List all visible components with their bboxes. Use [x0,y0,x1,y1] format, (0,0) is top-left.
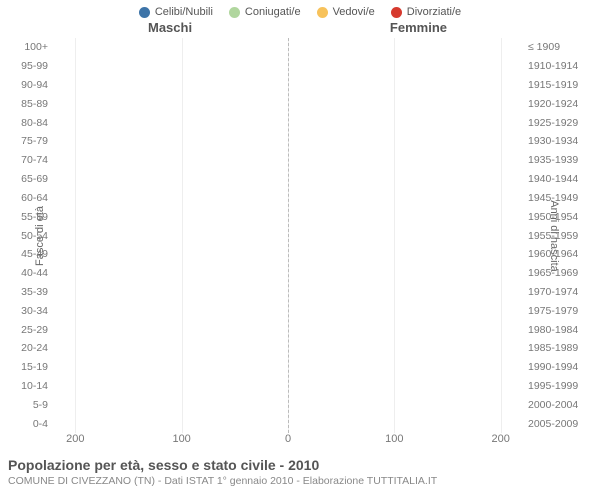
age-label: 25-29 [8,320,52,339]
age-label: 90-94 [8,76,52,95]
age-label: 50-54 [8,226,52,245]
pyramid-row [54,301,522,320]
birth-label: 1970-1974 [524,283,592,302]
age-labels: 100+95-9990-9485-8980-8475-7970-7465-696… [8,38,52,433]
plot-area: Fasce di età Anni di nascita 100+95-9990… [8,38,592,433]
age-label: 55-59 [8,207,52,226]
age-label: 20-24 [8,339,52,358]
pyramid-row [54,151,522,170]
pyramid-row [54,283,522,302]
population-pyramid: Celibi/Nubili Coniugati/e Vedovi/e Divorzia… [0,0,600,500]
bars [54,38,522,433]
birth-label: 1945-1949 [524,189,592,208]
age-label: 85-89 [8,94,52,113]
age-label: 75-79 [8,132,52,151]
header-male: Maschi [148,20,192,35]
x-tick: 100 [172,433,190,445]
age-label: 70-74 [8,151,52,170]
pyramid-row [54,113,522,132]
age-label: 35-39 [8,283,52,302]
birth-label: ≤ 1909 [524,38,592,57]
age-label: 40-44 [8,264,52,283]
header-female: Femmine [390,20,447,35]
pyramid-row [54,245,522,264]
birth-label: 1930-1934 [524,132,592,151]
pyramid-row [54,94,522,113]
pyramid-row [54,76,522,95]
legend-item: Vedovi/e [317,6,375,18]
chart-title: Popolazione per età, sesso e stato civil… [8,457,592,473]
pyramid-row [54,132,522,151]
birth-label: 1985-1989 [524,339,592,358]
pyramid-row [54,189,522,208]
x-tick: 200 [66,433,84,445]
birth-label: 1990-1994 [524,358,592,377]
pyramid-row [54,38,522,57]
birth-label: 1915-1919 [524,76,592,95]
age-label: 15-19 [8,358,52,377]
legend-label: Coniugati/e [245,6,301,18]
legend-item: Coniugati/e [229,6,301,18]
birth-label: 1965-1969 [524,264,592,283]
birth-label: 1960-1964 [524,245,592,264]
column-headers: Maschi Femmine [8,20,592,38]
legend-swatch [317,7,328,18]
age-label: 5-9 [8,395,52,414]
legend-swatch [391,7,402,18]
pyramid-row [54,57,522,76]
pyramid-row [54,320,522,339]
x-tick: 200 [492,433,510,445]
legend-label: Divorziati/e [407,6,461,18]
pyramid-row [54,395,522,414]
legend-item: Celibi/Nubili [139,6,213,18]
footer: Popolazione per età, sesso e stato civil… [8,457,592,487]
pyramid-row [54,377,522,396]
birth-label: 1975-1979 [524,301,592,320]
age-label: 30-34 [8,301,52,320]
age-label: 95-99 [8,57,52,76]
legend-item: Divorziati/e [391,6,461,18]
birth-label: 1910-1914 [524,57,592,76]
pyramid-row [54,226,522,245]
birth-label: 2000-2004 [524,395,592,414]
age-label: 65-69 [8,170,52,189]
legend-swatch [229,7,240,18]
birth-labels: ≤ 19091910-19141915-19191920-19241925-19… [524,38,592,433]
age-label: 100+ [8,38,52,57]
age-label: 0-4 [8,414,52,433]
birth-label: 1955-1959 [524,226,592,245]
legend-label: Celibi/Nubili [155,6,213,18]
birth-label: 1995-1999 [524,377,592,396]
age-label: 10-14 [8,377,52,396]
x-tick: 0 [285,433,291,445]
pyramid-row [54,170,522,189]
birth-label: 1925-1929 [524,113,592,132]
age-label: 45-49 [8,245,52,264]
x-axis: 200 100 0 100 200 [54,433,546,451]
age-label: 80-84 [8,113,52,132]
birth-label: 1950-1954 [524,207,592,226]
birth-label: 1980-1984 [524,320,592,339]
pyramid-row [54,207,522,226]
pyramid-row [54,414,522,433]
legend-swatch [139,7,150,18]
birth-label: 1920-1924 [524,94,592,113]
chart-subtitle: COMUNE DI CIVEZZANO (TN) - Dati ISTAT 1°… [8,475,592,487]
pyramid-row [54,339,522,358]
birth-label: 2005-2009 [524,414,592,433]
birth-label: 1940-1944 [524,170,592,189]
x-tick: 100 [385,433,403,445]
age-label: 60-64 [8,189,52,208]
legend-label: Vedovi/e [333,6,375,18]
pyramid-row [54,358,522,377]
pyramid-row [54,264,522,283]
birth-label: 1935-1939 [524,151,592,170]
legend: Celibi/Nubili Coniugati/e Vedovi/e Divorzia… [8,6,592,18]
